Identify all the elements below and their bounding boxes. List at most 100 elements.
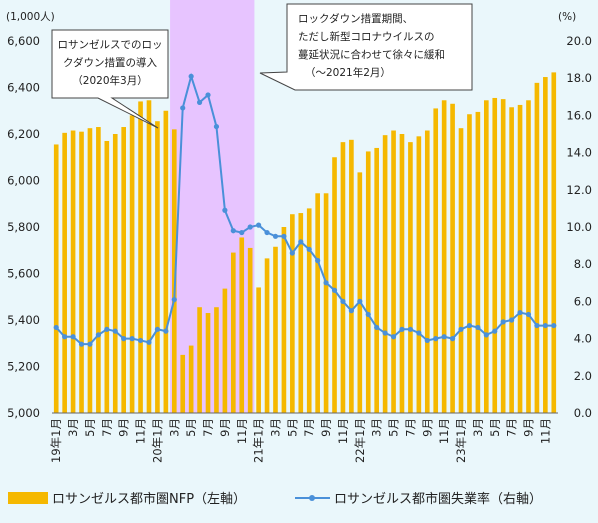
x-axis-tick-label: 7月 [505, 418, 519, 437]
x-axis-tick-label: 11月 [437, 418, 451, 444]
callout-lockdown-start: ロサンゼルスでのロッ クダウン措置の導入 （2020年3月） [51, 29, 169, 129]
rate-point [205, 92, 211, 98]
nfp-bar [382, 135, 388, 413]
rate-point [264, 229, 270, 236]
rate-point [256, 222, 262, 228]
rate-point [357, 298, 363, 304]
rate-point [315, 257, 321, 264]
x-axis-tick-label: 7月 [100, 418, 114, 437]
rate-point [78, 341, 85, 347]
callout-lockdown-start-line1: ロサンゼルスでのロッ [58, 39, 163, 51]
left-axis-ticks: 5,000 5,200 5,400 5,600 5,800 6,000 6,200 6,400… [7, 34, 40, 420]
rate-point [213, 123, 220, 130]
nfp-bar [349, 139, 354, 413]
rate-point [390, 334, 397, 340]
x-axis-tick-label: 3月 [370, 418, 384, 437]
nfp-bar [256, 287, 261, 413]
left-axis-tick-label: 5,000 [7, 406, 40, 420]
nfp-bar [534, 82, 540, 413]
nfp-bar [340, 142, 346, 413]
left-axis-tick-label: 5,600 [7, 267, 40, 281]
rate-point [365, 311, 371, 318]
rate-point [239, 229, 245, 236]
x-axis-tick-label: 7月 [201, 418, 215, 437]
x-axis-tick-label: 5月 [184, 418, 198, 437]
nfp-bar [121, 127, 127, 414]
x-axis-tick-label: 21年1月 [252, 418, 266, 463]
nfp-bars [53, 72, 557, 414]
x-axis-tick-label: 9月 [319, 418, 333, 437]
left-axis-tick-label: 6,200 [7, 127, 40, 141]
nfp-bar [483, 100, 489, 413]
x-axis-tick-label: 19年1月 [49, 418, 63, 463]
callout-lockdown-period-line3: 蔓延状況に合わせて徐々に緩和 [298, 48, 445, 61]
rate-point [87, 341, 93, 347]
nfp-bar [247, 247, 253, 413]
x-axis-tick-label: 22年1月 [353, 418, 367, 463]
rate-point [112, 328, 118, 334]
nfp-bar [365, 151, 371, 413]
right-axis-tick-label: 18.0 [566, 71, 592, 85]
nfp-bar [214, 307, 219, 413]
rate-point [449, 336, 456, 342]
legend-nfp-label: ロサンゼルス都市圏NFP（左軸） [52, 491, 246, 507]
nfp-bar [517, 104, 523, 413]
left-axis-tick-label: 6,000 [7, 174, 40, 188]
rate-point [483, 332, 489, 338]
rate-point [509, 317, 515, 323]
rate-point [222, 207, 228, 213]
nfp-bar [450, 103, 455, 414]
nfp-bar [416, 136, 422, 413]
right-axis-tick-label: 10.0 [566, 220, 592, 234]
nfp-bar [306, 208, 312, 413]
rate-point [289, 250, 295, 256]
left-axis-tick-label: 6,400 [7, 81, 40, 95]
nfp-bar [492, 97, 498, 414]
nfp-bar [408, 142, 413, 413]
nfp-bar [197, 307, 202, 413]
rate-point [500, 319, 506, 325]
rate-point [517, 309, 523, 316]
rate-point [180, 105, 186, 111]
legend-rate-marker [309, 495, 315, 501]
callout-lockdown-period: ロックダウン措置期間、 ただし新型コロナウイルスの 蔓延状況に合わせて徐々に緩和… [259, 3, 473, 91]
rate-point [340, 298, 346, 304]
nfp-bar [146, 100, 152, 413]
nfp-bar [70, 130, 76, 413]
nfp-bar [399, 134, 405, 413]
rate-point [416, 330, 422, 336]
rate-point [306, 246, 312, 252]
nfp-bar [129, 115, 135, 414]
callout-lockdown-period-line1: ロックダウン措置期間、 [298, 12, 413, 25]
callout-lockdown-period-line4: （～2021年2月） [305, 66, 391, 79]
nfp-bar [62, 132, 67, 413]
rate-point [542, 322, 548, 329]
nfp-bar [441, 100, 447, 413]
nfp-bar [96, 127, 101, 414]
callout-lockdown-start-box [51, 29, 169, 129]
nfp-bar [509, 107, 514, 413]
nfp-bar [357, 172, 363, 413]
nfp-bar [323, 193, 329, 413]
rate-point [551, 322, 557, 329]
x-axis-tick-label: 5月 [285, 418, 299, 437]
nfp-bar [458, 128, 464, 413]
right-axis-tick-label: 16.0 [566, 108, 592, 122]
right-axis-tick-label: 6.0 [574, 294, 592, 308]
nfp-bar [273, 246, 278, 413]
rate-point [433, 336, 439, 342]
nfp-bar [205, 313, 211, 413]
right-axis-tick-label: 0.0 [574, 406, 592, 420]
rate-point [196, 99, 203, 105]
nfp-bar [171, 129, 177, 413]
rate-point [424, 337, 430, 344]
x-axis-tick-label: 3月 [167, 418, 181, 437]
nfp-bar [290, 214, 295, 413]
right-axis-tick-label: 4.0 [574, 332, 592, 346]
x-axis-tick-label: 7月 [302, 418, 316, 437]
rate-point [323, 280, 329, 286]
x-axis-tick-label: 23年1月 [454, 418, 468, 463]
nfp-bar [112, 134, 118, 413]
nfp-bar [53, 144, 59, 413]
nfp-bar [104, 140, 110, 413]
